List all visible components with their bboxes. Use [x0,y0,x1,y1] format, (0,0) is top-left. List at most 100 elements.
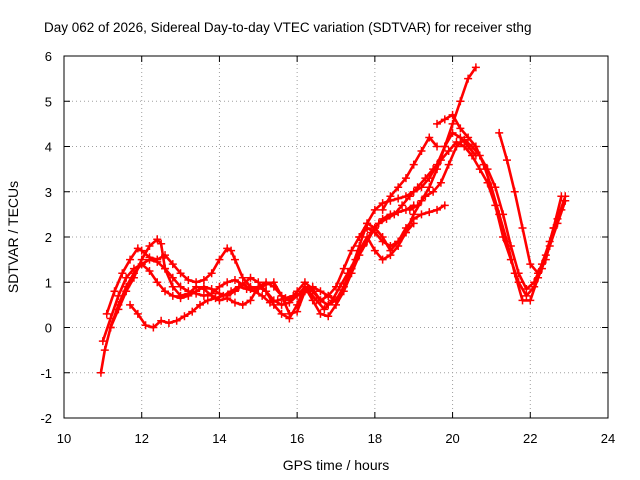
data-point-marker [363,219,372,228]
x-tick-label: 24 [601,431,615,446]
data-point-marker [433,119,442,128]
x-tick-label: 20 [445,431,459,446]
data-point-marker [246,296,255,305]
data-point-marker [262,287,271,296]
data-point-marker [339,264,348,273]
data-point-marker [444,147,453,156]
data-point-marker [444,160,453,169]
data-point-marker [207,269,216,278]
data-point-marker [343,269,352,278]
data-point-marker [370,246,379,255]
data-point-marker [495,210,504,219]
x-tick-label: 22 [523,431,537,446]
data-point-marker [347,246,356,255]
data-point-marker [386,192,395,201]
data-point-marker [320,305,329,314]
data-point-marker [199,275,208,284]
data-point-marker [502,237,511,246]
data-point-marker [281,294,290,303]
data-point-marker [269,278,278,287]
data-point-marker [394,194,403,203]
data-point-marker [168,282,177,291]
data-point-marker [114,291,123,300]
data-point-marker [297,289,306,298]
data-point-marker [312,296,321,305]
data-point-marker [405,205,414,214]
data-point-marker [366,228,375,237]
data-point-marker [300,282,309,291]
data-point-marker [137,255,146,264]
data-point-marker [502,156,511,165]
data-point-marker [401,174,410,183]
data-point-marker [448,128,457,137]
data-point-marker [433,205,442,214]
data-point-marker [145,266,154,275]
x-tick-label: 16 [290,431,304,446]
data-point-marker [510,187,519,196]
data-point-marker [164,318,173,327]
data-point-marker [250,287,259,296]
data-point-marker [456,124,465,133]
data-point-marker [425,183,434,192]
data-point-marker [227,287,236,296]
data-point-marker [401,223,410,232]
y-tick-label: 1 [45,275,52,290]
data-point-marker [541,255,550,264]
grid-layer [64,56,608,418]
data-point-marker [176,291,185,300]
data-point-marker [161,264,170,273]
data-point-marker [277,309,286,318]
data-point-marker [230,255,239,264]
data-point-marker [487,183,496,192]
data-point-marker [429,165,438,174]
data-point-marker [382,214,391,223]
data-point-marker [285,314,294,323]
y-axis-label: SDTVAR / TECUs [5,181,21,293]
data-point-marker [526,260,535,269]
series-track-i [355,201,449,255]
data-point-marker [219,291,228,300]
data-point-marker [133,309,142,318]
data-point-marker [534,269,543,278]
data-point-marker [285,298,294,307]
x-axis-label: GPS time / hours [283,457,390,473]
y-tick-label: 3 [45,185,52,200]
data-point-marker [211,294,220,303]
data-point-marker [106,323,115,332]
data-point-marker [468,151,476,160]
data-point-marker [180,312,189,321]
data-point-marker [335,282,344,291]
data-point-marker [464,133,473,142]
data-point-marker [126,255,135,264]
data-point-marker [199,285,208,294]
data-point-marker [413,201,422,210]
data-point-marker [110,287,119,296]
data-point-marker [145,242,154,251]
data-point-marker [425,133,434,142]
data-point-marker [199,291,208,300]
data-point-marker [374,219,383,228]
data-point-marker [100,346,109,355]
data-point-marker [308,282,317,291]
data-point-marker [409,160,418,169]
data-point-marker [262,280,271,289]
data-point-marker [421,192,430,201]
data-point-marker [118,269,127,278]
data-point-marker [394,183,403,192]
data-point-marker [129,273,138,282]
data-point-marker [176,282,185,291]
data-point-marker [153,235,162,244]
data-point-marker [324,291,333,300]
data-point-marker [96,368,105,377]
data-point-marker [246,273,255,282]
y-tick-label: 2 [45,230,52,245]
data-point-marker [98,337,107,346]
data-point-marker [254,282,263,291]
data-point-marker [215,255,224,264]
data-point-marker [378,233,387,241]
data-point-marker [471,142,480,151]
y-tick-label: -2 [40,411,52,426]
data-point-marker [265,298,274,307]
data-point-marker [184,289,193,298]
data-point-marker [223,278,232,287]
